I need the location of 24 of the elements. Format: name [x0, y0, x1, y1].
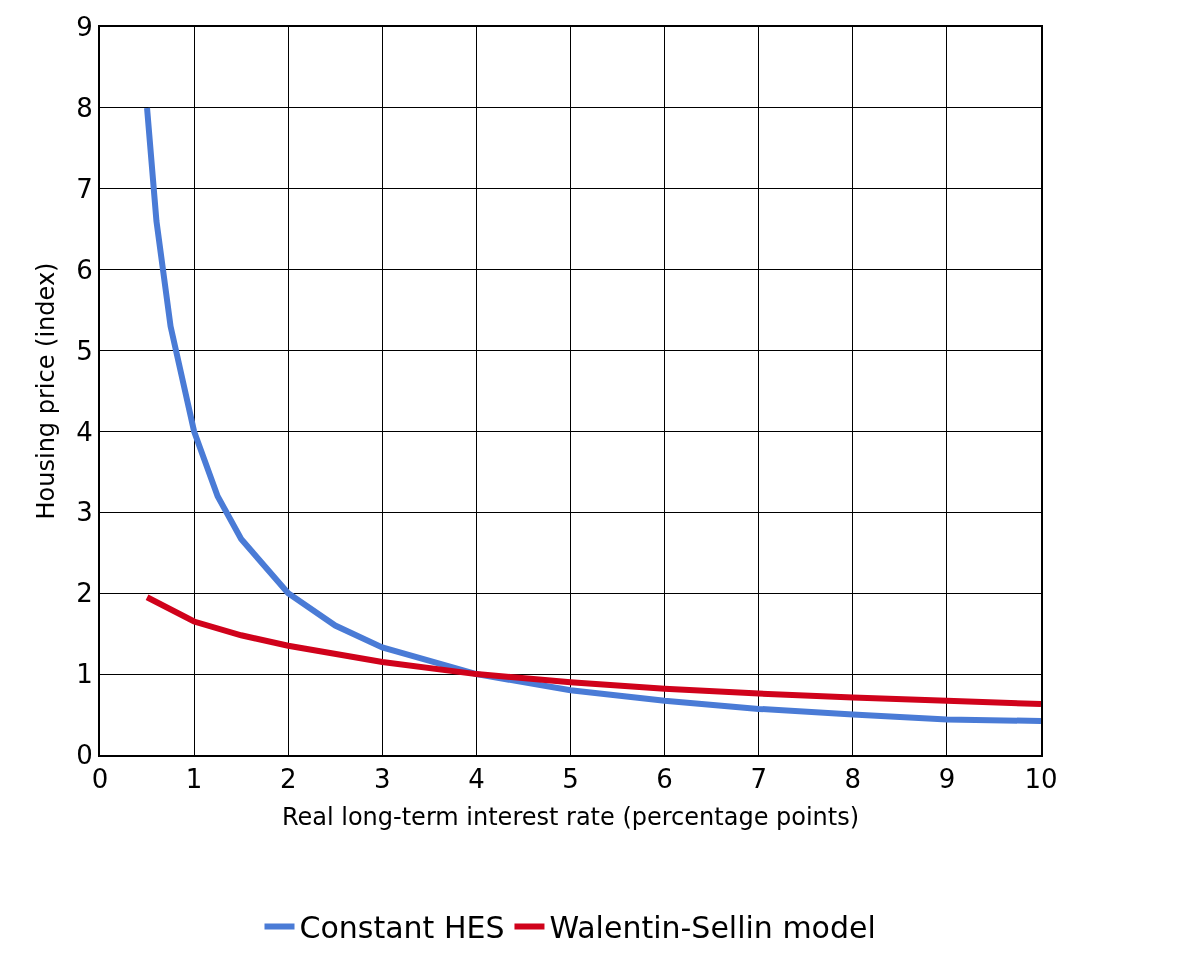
y-tick-label: 0 — [76, 740, 93, 771]
y-tick-label: 4 — [76, 416, 93, 447]
x-tick-label: 6 — [656, 764, 673, 795]
y-tick-label: 2 — [76, 578, 93, 609]
y-tick-label: 1 — [76, 659, 93, 690]
y-tick-label: 8 — [76, 92, 93, 123]
x-tick-label: 10 — [1024, 764, 1058, 795]
x-tick-label: 5 — [562, 764, 579, 795]
x-tick-label: 9 — [938, 764, 956, 795]
x-tick-label: 1 — [185, 764, 203, 795]
x-tick-label: 8 — [844, 764, 862, 795]
x-tick-label: 4 — [468, 764, 485, 795]
x-axis-title: Real long-term interest rate (percentage points) — [281, 803, 860, 831]
x-tick-label: 7 — [750, 764, 767, 795]
y-axis-title: Housing price (index) — [31, 262, 60, 520]
x-tick-label: 2 — [279, 764, 297, 795]
y-tick-label: 9 — [76, 12, 93, 43]
y-tick-label: 6 — [76, 254, 93, 285]
y-tick-label: 7 — [76, 173, 93, 204]
y-tick-label: 5 — [76, 335, 93, 366]
legend-label: Constant HES — [299, 910, 505, 946]
y-tick-label: 3 — [76, 497, 93, 528]
legend-label: Walentin-Sellin model — [549, 910, 876, 946]
x-tick-label: 3 — [374, 764, 391, 795]
